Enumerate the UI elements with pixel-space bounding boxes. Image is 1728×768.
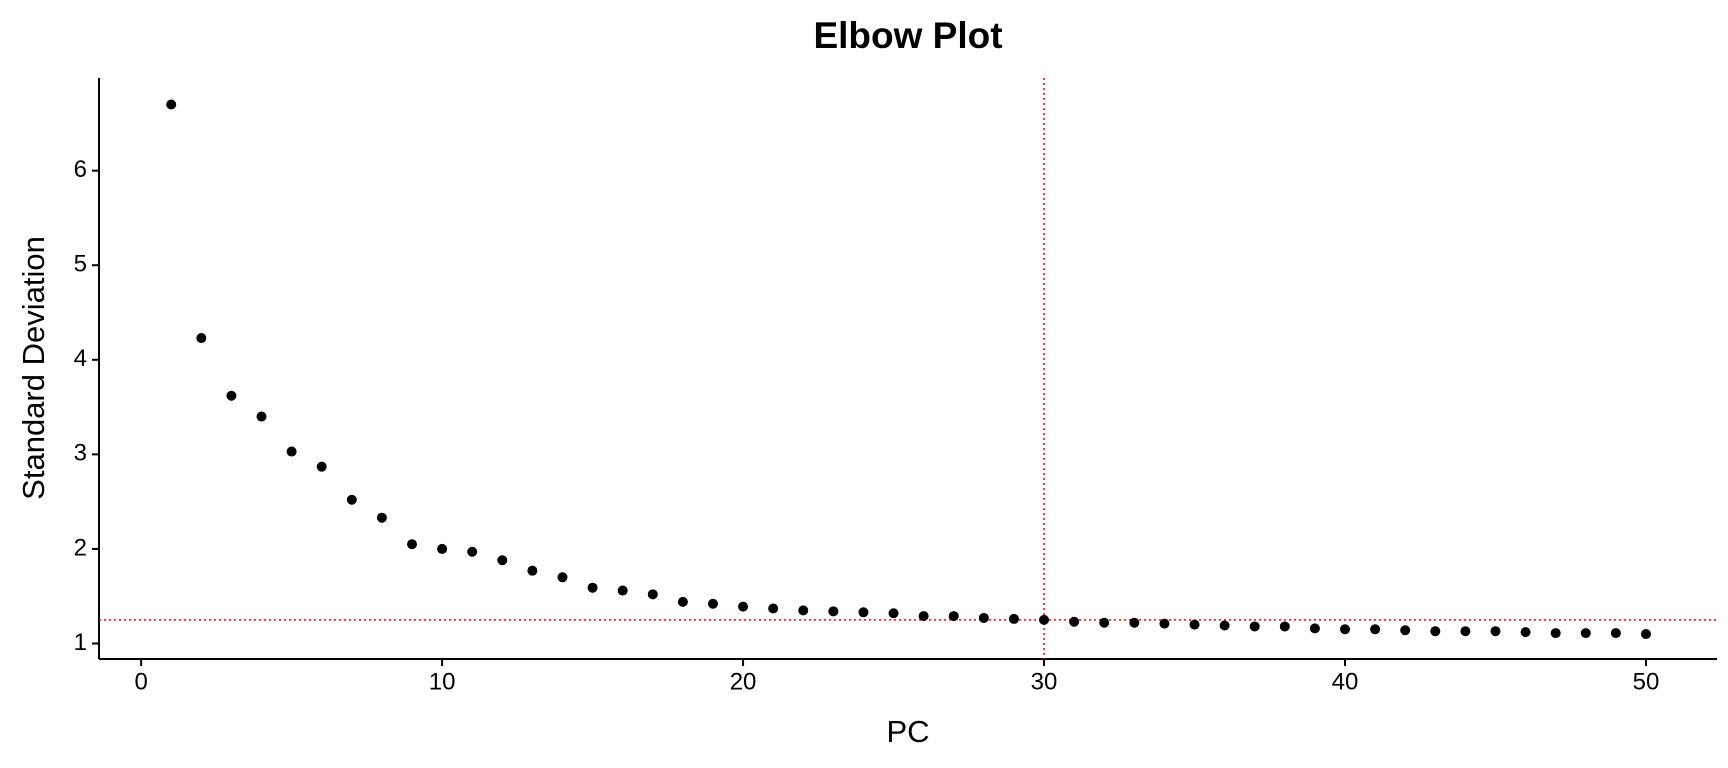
x-axis-label: PC: [886, 714, 929, 749]
point: [1550, 628, 1561, 639]
point: [196, 333, 207, 344]
point: [768, 603, 779, 614]
y-tick-label: 2: [74, 534, 87, 561]
point: [1069, 616, 1080, 627]
point: [948, 611, 959, 622]
y-axis-label: Standard Deviation: [16, 236, 51, 500]
x-tick-label: 40: [1332, 668, 1359, 695]
point: [557, 572, 568, 583]
point: [858, 607, 869, 618]
point: [828, 606, 839, 617]
point: [226, 390, 237, 401]
point: [256, 411, 267, 422]
point: [407, 539, 418, 550]
point: [677, 596, 688, 607]
point: [1039, 614, 1050, 625]
point: [1189, 619, 1200, 630]
x-tick-label: 10: [429, 668, 456, 695]
point: [1309, 623, 1320, 634]
point: [587, 582, 598, 593]
point: [1370, 624, 1381, 635]
point: [738, 601, 749, 612]
chart-title: Elbow Plot: [813, 15, 1002, 56]
point: [978, 612, 989, 623]
point: [467, 546, 478, 557]
point: [1279, 621, 1290, 632]
point: [1159, 618, 1170, 629]
point: [1129, 617, 1140, 628]
point: [1520, 627, 1531, 638]
point: [1340, 624, 1351, 635]
point: [1008, 613, 1019, 624]
point: [1249, 621, 1260, 632]
point: [1490, 626, 1501, 637]
point: [166, 99, 177, 110]
point: [316, 461, 327, 472]
point: [798, 605, 809, 616]
point: [497, 555, 508, 566]
x-tick-label: 20: [730, 668, 757, 695]
y-tick-label: 5: [74, 251, 87, 278]
y-tick-label: 3: [74, 440, 87, 467]
point: [286, 446, 297, 457]
point: [918, 611, 929, 622]
y-tick-label: 1: [74, 629, 87, 656]
point: [1580, 628, 1591, 639]
x-tick-label: 50: [1633, 668, 1660, 695]
point: [527, 565, 538, 576]
y-tick-label: 6: [74, 156, 87, 183]
point: [647, 589, 658, 600]
y-tick-label: 4: [74, 345, 87, 372]
point: [1099, 617, 1110, 628]
x-tick-label: 30: [1031, 668, 1058, 695]
point: [1430, 626, 1441, 637]
x-tick-label: 0: [134, 668, 147, 695]
point: [1610, 628, 1621, 639]
point: [437, 543, 448, 554]
point: [1219, 620, 1230, 631]
point: [888, 608, 899, 619]
point: [1400, 625, 1411, 636]
point: [617, 585, 628, 596]
point: [346, 494, 357, 505]
point: [376, 512, 387, 523]
point: [1460, 626, 1471, 637]
point: [1640, 629, 1651, 640]
point: [707, 598, 718, 609]
